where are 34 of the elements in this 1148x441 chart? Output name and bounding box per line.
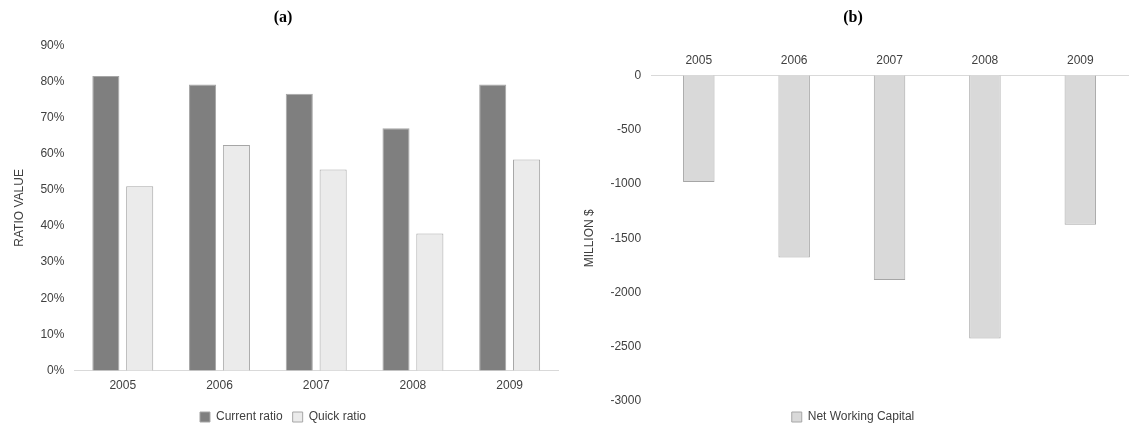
x-tick-label: 2007 xyxy=(876,52,904,67)
y-tick-label: -2500 xyxy=(610,339,642,354)
x-tick-label: 2005 xyxy=(109,378,137,393)
chart-title: (b) xyxy=(843,7,863,26)
legend-label: Current ratio xyxy=(215,409,283,424)
y-axis-title: RATIO VALUE xyxy=(11,169,26,247)
legend-label: Net Working Capital xyxy=(807,409,915,424)
y-tick-label: -1500 xyxy=(610,230,642,245)
y-tick-label: 20% xyxy=(40,290,65,305)
x-tick-label: 2009 xyxy=(1066,52,1094,67)
y-tick-label: 30% xyxy=(40,254,65,269)
x-tick-label: 2009 xyxy=(496,378,524,393)
y-tick-label: 10% xyxy=(40,326,65,341)
y-tick-label: -3000 xyxy=(610,393,642,408)
y-axis-title: MILLION $ xyxy=(581,208,596,268)
x-tick-label: 2008 xyxy=(971,52,999,67)
x-tick-label: 2005 xyxy=(685,52,713,67)
chart-title: (a) xyxy=(273,7,293,26)
y-tick-label: -1000 xyxy=(610,176,642,191)
y-tick-label: 60% xyxy=(40,145,65,160)
x-tick-label: 2007 xyxy=(302,378,330,393)
x-tick-label: 2008 xyxy=(399,378,427,393)
x-tick-label: 2006 xyxy=(780,52,808,67)
x-tick-label: 2006 xyxy=(206,378,234,393)
y-tick-label: 40% xyxy=(40,218,65,233)
y-tick-label: 0% xyxy=(47,362,65,377)
y-tick-label: 50% xyxy=(40,182,65,197)
y-tick-label: 80% xyxy=(40,73,65,88)
y-tick-label: 70% xyxy=(40,109,65,124)
y-tick-label: 90% xyxy=(40,37,65,52)
y-tick-label: -500 xyxy=(617,122,642,137)
y-tick-label: -2000 xyxy=(610,284,642,299)
y-tick-label: 0 xyxy=(634,67,642,82)
legend-label: Quick ratio xyxy=(308,409,367,424)
